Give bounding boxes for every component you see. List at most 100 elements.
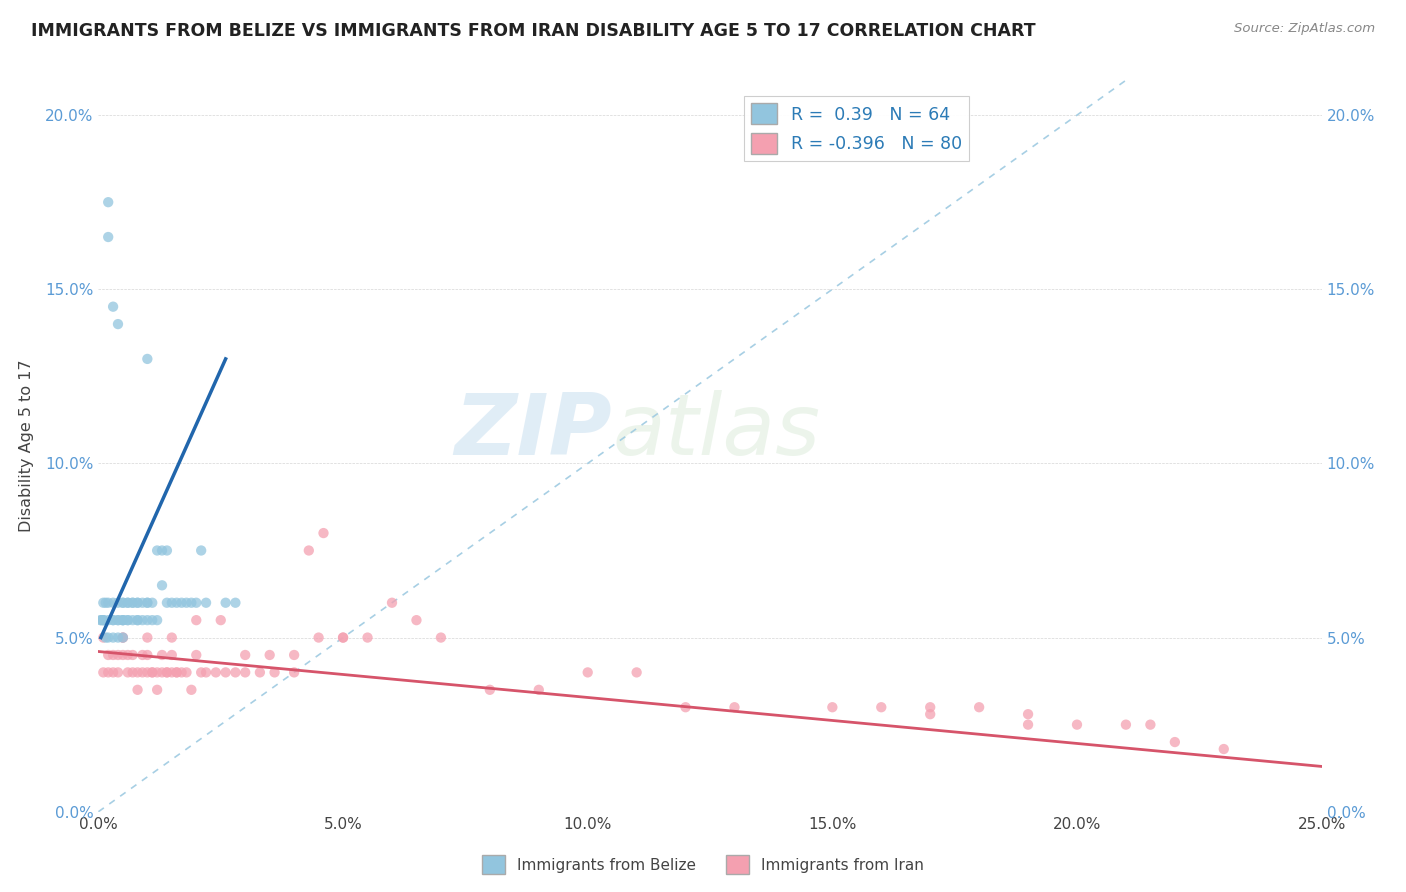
Point	[101, 596, 124, 610]
Point	[180, 682, 202, 697]
Point	[91, 613, 114, 627]
Point	[224, 596, 246, 610]
Point	[214, 596, 236, 610]
Point	[107, 648, 129, 662]
Point	[146, 682, 169, 697]
Point	[186, 596, 208, 610]
Point	[107, 665, 129, 680]
Point	[107, 596, 129, 610]
Point	[224, 665, 246, 680]
Point	[141, 665, 163, 680]
Point	[205, 665, 228, 680]
Point	[97, 613, 120, 627]
Point	[150, 578, 173, 592]
Point	[107, 317, 129, 331]
Point	[1164, 735, 1187, 749]
Point	[97, 230, 120, 244]
Point	[131, 665, 153, 680]
Point	[97, 665, 120, 680]
Point	[308, 631, 330, 645]
Point	[90, 613, 112, 627]
Point	[121, 596, 143, 610]
Point	[97, 596, 120, 610]
Point	[94, 631, 117, 645]
Point	[101, 648, 124, 662]
Point	[111, 613, 134, 627]
Point	[91, 631, 114, 645]
Point	[117, 613, 139, 627]
Point	[190, 543, 212, 558]
Point	[121, 665, 143, 680]
Point	[312, 526, 335, 541]
Point	[150, 648, 173, 662]
Point	[136, 596, 159, 610]
Point	[233, 648, 256, 662]
Point	[166, 665, 188, 680]
Point	[870, 700, 893, 714]
Point	[136, 613, 159, 627]
Point	[127, 613, 149, 627]
Point	[117, 648, 139, 662]
Point	[97, 195, 120, 210]
Point	[190, 665, 212, 680]
Point	[430, 631, 453, 645]
Point	[111, 631, 134, 645]
Point	[136, 596, 159, 610]
Point	[405, 613, 427, 627]
Point	[131, 648, 153, 662]
Point	[111, 648, 134, 662]
Point	[127, 682, 149, 697]
Point	[967, 700, 990, 714]
Point	[91, 613, 114, 627]
Point	[186, 613, 208, 627]
Point	[214, 665, 236, 680]
Point	[150, 665, 173, 680]
Point	[626, 665, 648, 680]
Point	[156, 665, 179, 680]
Point	[121, 596, 143, 610]
Point	[111, 631, 134, 645]
Point	[111, 596, 134, 610]
Point	[101, 665, 124, 680]
Point	[283, 665, 305, 680]
Point	[101, 300, 124, 314]
Point	[127, 596, 149, 610]
Point	[141, 613, 163, 627]
Point	[117, 665, 139, 680]
Point	[121, 648, 143, 662]
Point	[131, 596, 153, 610]
Point	[478, 682, 501, 697]
Point	[101, 631, 124, 645]
Point	[160, 596, 183, 610]
Point	[101, 613, 124, 627]
Point	[136, 665, 159, 680]
Legend: R =  0.39   N = 64, R = -0.396   N = 80: R = 0.39 N = 64, R = -0.396 N = 80	[744, 96, 969, 161]
Point	[107, 613, 129, 627]
Point	[723, 700, 745, 714]
Point	[1115, 717, 1137, 731]
Point	[111, 596, 134, 610]
Point	[111, 631, 134, 645]
Point	[920, 707, 942, 722]
Point	[101, 613, 124, 627]
Point	[186, 648, 208, 662]
Point	[527, 682, 550, 697]
Point	[91, 613, 114, 627]
Point	[249, 665, 271, 680]
Point	[283, 648, 305, 662]
Point	[1066, 717, 1088, 731]
Point	[97, 648, 120, 662]
Point	[97, 631, 120, 645]
Point	[675, 700, 697, 714]
Point	[263, 665, 285, 680]
Point	[107, 631, 129, 645]
Point	[150, 543, 173, 558]
Point	[136, 631, 159, 645]
Point	[176, 665, 198, 680]
Point	[1017, 707, 1039, 722]
Point	[111, 613, 134, 627]
Point	[127, 596, 149, 610]
Point	[90, 613, 112, 627]
Point	[332, 631, 354, 645]
Point	[576, 665, 599, 680]
